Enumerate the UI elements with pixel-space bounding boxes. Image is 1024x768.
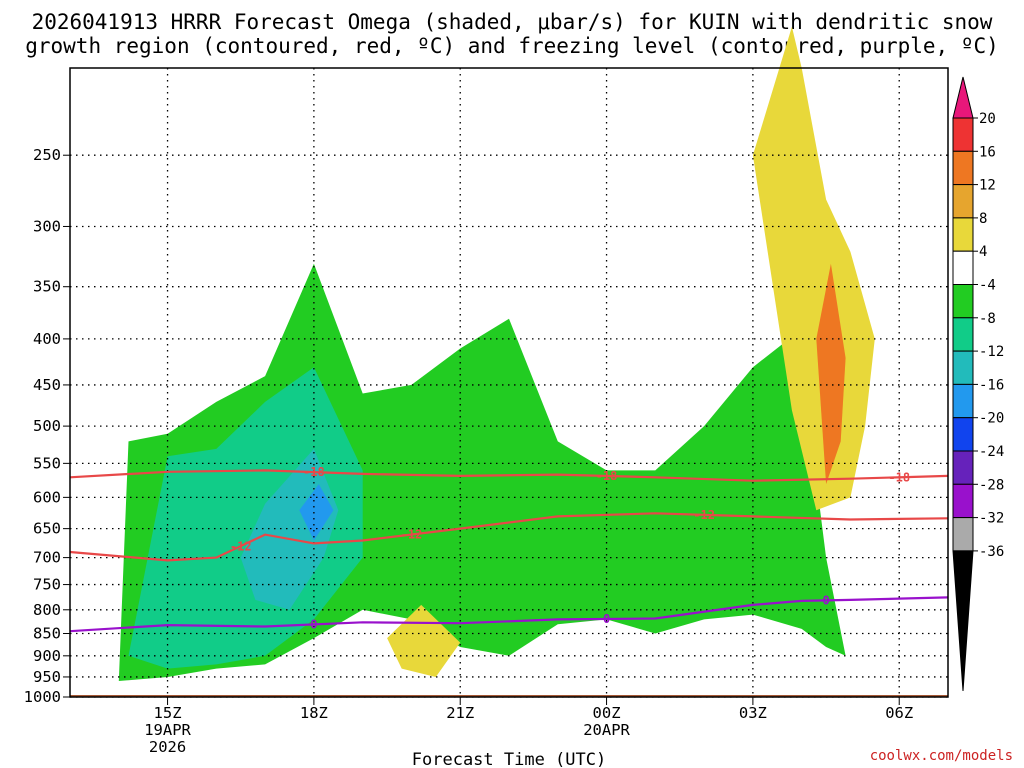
colorbar-label-6: -8 [979,311,996,327]
xtick-label-0-l3: 2026 [149,738,186,756]
xtick-label-1-l1: 18Z [300,704,328,722]
ytick-label-400: 400 [33,330,61,348]
colorbar-swatch-12 [952,483,974,519]
colorbar-swatch-10 [952,417,974,452]
y-axis: 250 300 350 400 450 500 550 600 650 700 750 800 850 9… [24,146,70,706]
colorbar-label-10: -24 [979,444,1004,460]
ytick-label-500: 500 [33,417,61,435]
chart-title-line2: growth region (contoured, red, ºC) and f… [25,34,999,58]
colorbar-swatch-13 [952,517,974,552]
xtick-label-0-l2: 19APR [144,721,191,739]
colorbar-swatch-2 [952,150,974,186]
colorbar-label-7: -12 [979,344,1004,360]
xtick-label-3-l2: 20APR [583,721,630,739]
ytick-label-350: 350 [33,278,61,296]
omega-region-3 [299,484,334,541]
colorbar-label-13: -36 [979,544,1004,560]
contour-label-2-0: 0 [310,617,317,631]
ytick-label-250: 250 [33,146,61,164]
colorbar-label-0: 20 [979,111,996,127]
xtick-label-4-l1: 03Z [739,704,767,722]
colorbar-swatch-4 [952,217,974,252]
ytick-label-800: 800 [33,601,61,619]
ytick-label-950: 950 [33,668,61,686]
colorbar-swatch-6 [952,284,974,319]
colorbar-label-8: -16 [979,377,1004,393]
omega-region-4 [752,26,875,511]
colorbar-swatch-8 [952,350,974,385]
contour-label-2-1: 0 [603,612,610,626]
temperature-contours: -18 -18 -18 -12 -12 -12 0 0 0 [69,465,949,633]
contour-line-1 [69,512,949,562]
contour-label-0-2: -18 [888,470,910,484]
plot-frame [69,67,949,698]
colorbar-label-1: 16 [979,144,996,160]
contour-label-1-2: -12 [693,508,715,522]
colorbar-swatch-7 [952,317,974,352]
colorbar-bottom-arrow [952,550,974,692]
credit-link[interactable]: coolwx.com/models [870,748,1013,764]
colorbar-swatch-3 [952,184,974,219]
colorbar-label-3: 8 [979,211,987,227]
contour-label-0-1: -18 [596,469,618,483]
xtick-label-2-l1: 21Z [446,704,474,722]
xtick-label-0-l1: 15Z [154,704,182,722]
colorbar-label-2: 12 [979,178,996,194]
colorbar-label-5: -4 [979,278,996,294]
colorbar-label-11: -28 [979,477,1004,493]
colorbar-top-arrow [952,76,974,119]
ytick-label-1000: 1000 [24,688,61,706]
chart-title-line1: 2026041913 HRRR Forecast Omega (shaded, … [32,10,993,34]
xtick-label-5-l1: 06Z [885,704,913,722]
contour-label-1-1: -12 [401,528,423,542]
contour-line-0 [69,469,949,482]
ytick-label-600: 600 [33,488,61,506]
colorbar-swatch-1 [952,117,974,152]
pressure-gridlines [70,68,948,698]
x-axis-label: Forecast Time (UTC) [412,750,606,768]
ytick-label-750: 750 [33,576,61,594]
omega-region-1 [128,367,363,669]
colorbar-swatch-11 [952,450,974,485]
colorbar: 20 16 12 8 4 -4 -8 -12 -16 -20 -24 -28 -32 -36 [952,76,1004,692]
colorbar-label-9: -20 [979,411,1004,427]
contour-line-2 [69,596,949,633]
colorbar-label-12: -32 [979,511,1004,527]
contour-label-1-0: -12 [230,539,252,553]
ytick-label-700: 700 [33,549,61,567]
ground-layer [70,695,948,697]
ytick-label-650: 650 [33,520,61,538]
ytick-label-300: 300 [33,217,61,235]
ytick-label-900: 900 [33,647,61,665]
ytick-label-850: 850 [33,624,61,642]
plot-area: -18 -18 -18 -12 -12 -12 0 0 0 [69,26,949,698]
colorbar-label-4: 4 [979,244,987,260]
omega-region-5 [816,263,846,485]
colorbar-swatch-9 [952,383,974,419]
ytick-label-450: 450 [33,376,61,394]
colorbar-swatch-5 [952,250,974,285]
xtick-label-3-l1: 00Z [593,704,621,722]
contour-label-0-0: -18 [303,465,325,479]
contour-label-2-2: 0 [822,593,829,607]
ytick-label-550: 550 [33,454,61,472]
